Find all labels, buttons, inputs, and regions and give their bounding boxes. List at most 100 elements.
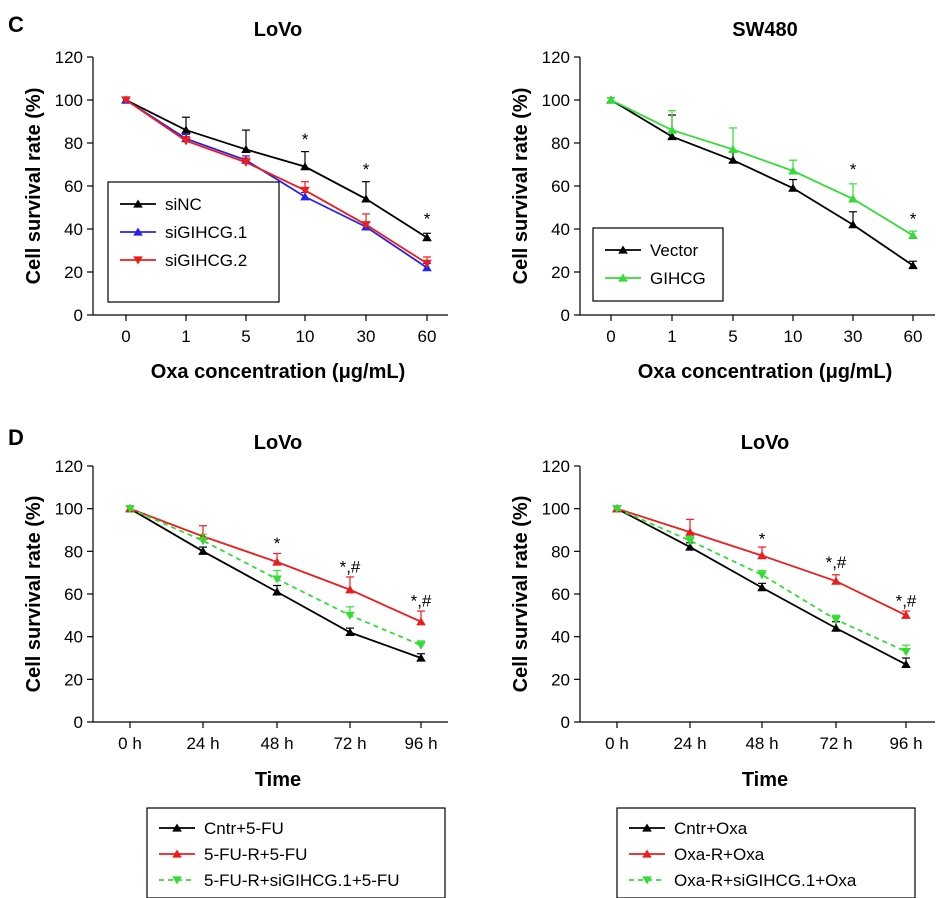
significance-mark: * (363, 160, 370, 179)
significance-mark: * (910, 209, 917, 228)
legend-label: siNC (165, 195, 202, 214)
significance-mark: * (759, 530, 766, 549)
legend: siNC siGIHCG.1 siGIHCG.2 (107, 181, 280, 303)
data-point (345, 611, 355, 620)
chart-title: LoVo (254, 19, 303, 41)
series-2 (606, 95, 918, 240)
data-point (685, 537, 695, 546)
y-tick-label: 0 (74, 713, 83, 732)
data-point (728, 144, 738, 154)
data-point (728, 155, 738, 164)
y-tick-label: 80 (551, 542, 570, 561)
x-tick-label: 72 h (333, 734, 366, 753)
y-axis-label: Cell survival rate (%) (510, 496, 532, 693)
x-tick-label: 5 (241, 327, 250, 346)
significance-mark: * (850, 160, 857, 179)
data-point (361, 194, 371, 203)
data-point (612, 505, 622, 514)
data-point (831, 623, 841, 632)
y-tick-label: 40 (551, 220, 570, 239)
chart-3: D LoVo 0 20 40 60 80 100 120 0 h 24 h 48 h 72 h 96 h C… (8, 425, 448, 898)
x-tick-label: 72 h (819, 734, 852, 753)
data-point (685, 527, 695, 536)
data-point (606, 95, 616, 104)
significance-mark: *,# (340, 557, 361, 576)
x-tick-label: 10 (784, 327, 803, 346)
y-tick-label: 80 (64, 134, 83, 153)
legend: Cntr+5-FU 5-FU-R+5-FU 5-FU-R+siGIHCG.1+5-F… (146, 807, 446, 898)
data-point (416, 653, 426, 662)
data-point (901, 610, 911, 619)
x-tick-label: 96 h (404, 734, 437, 753)
x-tick-label: 30 (357, 327, 376, 346)
y-tick-label: 100 (542, 500, 570, 519)
y-tick-label: 60 (551, 177, 570, 196)
series-line (125, 99, 428, 239)
x-tick-label: 0 (606, 327, 615, 346)
chart-1: C LoVo 0 20 40 60 80 100 120 0 1 5 10 30 60 Cell surviv… (8, 12, 448, 383)
y-tick-label: 100 (55, 91, 83, 110)
x-tick-label: 96 h (889, 734, 922, 753)
significance-mark: *,# (411, 592, 432, 611)
data-point (757, 571, 767, 580)
data-point (198, 537, 208, 546)
data-point (848, 220, 858, 229)
chart-title: LoVo (254, 432, 303, 454)
significance-mark: *,# (896, 592, 917, 611)
legend-label: Cntr+Oxa (674, 819, 748, 838)
panel-letter: D (8, 425, 24, 450)
legend-label: Oxa-R+Oxa (674, 845, 765, 864)
data-point (125, 505, 135, 514)
x-tick-label: 1 (181, 327, 190, 346)
legend-swatch-marker (172, 849, 182, 858)
y-axis-label: Cell survival rate (%) (23, 496, 45, 693)
y-tick-label: 20 (551, 263, 570, 282)
legend-label: Vector (650, 241, 699, 260)
y-tick-label: 60 (64, 585, 83, 604)
series-line (129, 507, 422, 659)
data-point (181, 125, 191, 134)
data-point (901, 648, 911, 657)
legend: Cntr+Oxa Oxa-R+Oxa Oxa-R+siGIHCG.1+Oxa (616, 807, 916, 898)
data-point (788, 166, 798, 175)
data-point (757, 551, 767, 560)
data-point (198, 546, 208, 555)
data-point (241, 158, 251, 167)
legend-swatch-marker (172, 823, 182, 832)
x-axis-label: Time (742, 769, 788, 791)
data-point (272, 587, 282, 596)
legend-box (146, 807, 446, 898)
data-point (416, 617, 426, 626)
y-tick-label: 120 (55, 48, 83, 67)
data-point (272, 557, 282, 566)
series-1 (125, 504, 426, 662)
series-line (616, 507, 907, 617)
y-tick-label: 0 (561, 306, 570, 325)
data-point (667, 131, 677, 141)
y-tick-label: 0 (74, 306, 83, 325)
y-axis-label: Cell survival rate (%) (510, 88, 532, 285)
data-point (685, 542, 695, 551)
x-tick-label: 0 h (605, 734, 629, 753)
x-tick-label: 0 h (118, 734, 142, 753)
x-tick-label: 0 (121, 327, 130, 346)
x-tick-label: 10 (296, 327, 315, 346)
legend-swatch-marker (133, 256, 143, 265)
legend-swatch-marker (618, 245, 628, 254)
y-tick-label: 80 (64, 542, 83, 561)
data-point (422, 259, 432, 268)
x-tick-label: 30 (844, 327, 863, 346)
chart-2: SW480 0 20 40 60 80 100 120 0 1 5 10 30 60 Cell surviv… (510, 19, 935, 383)
series-line (610, 99, 914, 237)
legend-label: 5-FU-R+5-FU (204, 845, 307, 864)
x-tick-label: 60 (904, 327, 923, 346)
series-3 (125, 505, 426, 650)
y-tick-label: 40 (64, 220, 83, 239)
data-point (361, 221, 371, 230)
chart-title: SW480 (732, 19, 798, 41)
y-axis-label: Cell survival rate (%) (23, 88, 45, 285)
data-point (300, 162, 310, 171)
data-point (757, 583, 767, 592)
x-tick-label: 24 h (673, 734, 706, 753)
